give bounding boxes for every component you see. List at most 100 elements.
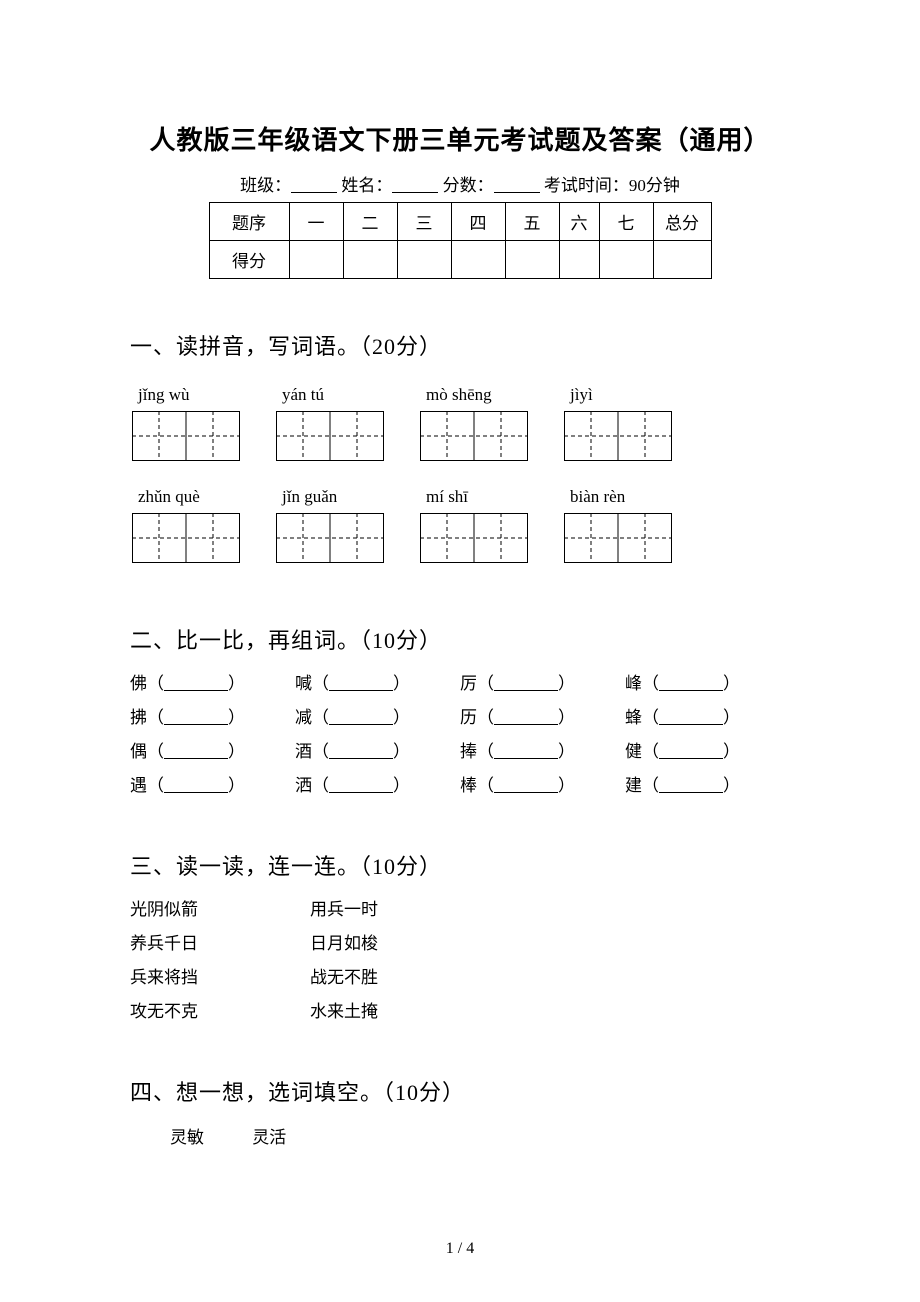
q1-pinyin-row2: zhǔn què jǐn guǎn mí shī biàn rèn [138,487,790,507]
q1-heading: 一、读拼音，写词语。（20分） [130,329,790,361]
paren: ） [393,735,410,769]
q2-blank[interactable] [329,708,393,725]
q2-blank[interactable] [329,742,393,759]
q2-blank[interactable] [329,776,393,793]
q2-char: 洒 [295,769,312,803]
pinyin: biàn rèn [570,487,678,507]
tianzi-box[interactable] [420,513,528,563]
paren: ） [723,701,740,735]
tianzi-box[interactable] [132,411,240,461]
tianzi-box[interactable] [276,411,384,461]
q4-words: 灵敏 灵活 [170,1123,790,1148]
score-cell[interactable] [289,241,343,279]
paren: （ [312,701,329,735]
q2-blank[interactable] [164,674,228,691]
score-col: 一 [289,203,343,241]
score-total: 总分 [653,203,711,241]
tianzi-box[interactable] [420,411,528,461]
paren: （ [312,769,329,803]
paren: ） [558,735,575,769]
q2-char: 建 [625,769,642,803]
score-cell[interactable] [451,241,505,279]
q2-cell: 蜂（） [625,701,790,735]
paren: （ [147,701,164,735]
paren: ） [393,667,410,701]
pinyin: mí shī [426,487,534,507]
q3-right: 战无不胜 [310,961,378,995]
q1-box-row1 [132,411,790,461]
score-col: 四 [451,203,505,241]
q4-heading: 四、想一想，选词填空。（10分） [130,1075,790,1107]
q1-box-row2 [132,513,790,563]
q3-right: 水来土掩 [310,995,378,1029]
time-label: 考试时间：90分钟 [544,176,680,195]
paren: ） [228,769,245,803]
score-cell[interactable] [559,241,599,279]
class-label: 班级： [240,176,291,195]
q2-row: 偶（）酒（）捧（）健（） [130,735,790,769]
q3-right: 日月如梭 [310,927,378,961]
score-col: 六 [559,203,599,241]
q2-blank[interactable] [659,674,723,691]
q4-word: 灵活 [252,1128,286,1147]
q2-char: 偶 [130,735,147,769]
q2-cell: 佛（） [130,667,295,701]
q2-row: 拂（）减（）历（）蜂（） [130,701,790,735]
tianzi-box[interactable] [276,513,384,563]
paren: ） [228,701,245,735]
q2-char: 佛 [130,667,147,701]
q3-heading: 三、读一读，连一连。（10分） [130,849,790,881]
q3-left: 养兵千日 [130,927,310,961]
score-blank[interactable] [494,176,540,193]
paren: ） [723,769,740,803]
q2-row: 遇（）洒（）棒（）建（） [130,769,790,803]
score-col: 二 [343,203,397,241]
q2-cell: 酒（） [295,735,460,769]
score-col: 三 [397,203,451,241]
q2-cell: 减（） [295,701,460,735]
q2-char: 蜂 [625,701,642,735]
q3-row: 养兵千日日月如梭 [130,927,790,961]
q3-left: 攻无不克 [130,995,310,1029]
q2-cell: 遇（） [130,769,295,803]
score-cell[interactable] [505,241,559,279]
q3-row: 兵来将挡战无不胜 [130,961,790,995]
q2-blank[interactable] [494,674,558,691]
q2-body: 佛（）喊（）厉（）峰（）拂（）减（）历（）蜂（）偶（）酒（）捧（）健（）遇（）洒… [130,667,790,803]
q4-word: 灵敏 [170,1128,204,1147]
q2-char: 捧 [460,735,477,769]
q2-cell: 峰（） [625,667,790,701]
q2-blank[interactable] [164,708,228,725]
q2-cell: 洒（） [295,769,460,803]
q2-blank[interactable] [494,708,558,725]
q2-blank[interactable] [164,742,228,759]
q2-blank[interactable] [329,674,393,691]
score-cell[interactable] [599,241,653,279]
score-cell[interactable] [343,241,397,279]
paren: ） [558,667,575,701]
q2-cell: 建（） [625,769,790,803]
q2-heading: 二、比一比，再组词。（10分） [130,623,790,655]
q2-char: 酒 [295,735,312,769]
tianzi-box[interactable] [132,513,240,563]
name-blank[interactable] [392,176,438,193]
q2-blank[interactable] [494,742,558,759]
score-cell[interactable] [653,241,711,279]
tianzi-box[interactable] [564,513,672,563]
q2-blank[interactable] [494,776,558,793]
paren: ） [228,735,245,769]
paren: （ [147,769,164,803]
paren: ） [393,701,410,735]
tianzi-box[interactable] [564,411,672,461]
q2-cell: 棒（） [460,769,625,803]
pinyin: jǐn guǎn [282,487,390,507]
q2-char: 棒 [460,769,477,803]
q2-blank[interactable] [164,776,228,793]
q2-cell: 健（） [625,735,790,769]
q2-blank[interactable] [659,776,723,793]
class-blank[interactable] [291,176,337,193]
q2-blank[interactable] [659,742,723,759]
score-cell[interactable] [397,241,451,279]
q3-left: 光阴似箭 [130,893,310,927]
q2-blank[interactable] [659,708,723,725]
